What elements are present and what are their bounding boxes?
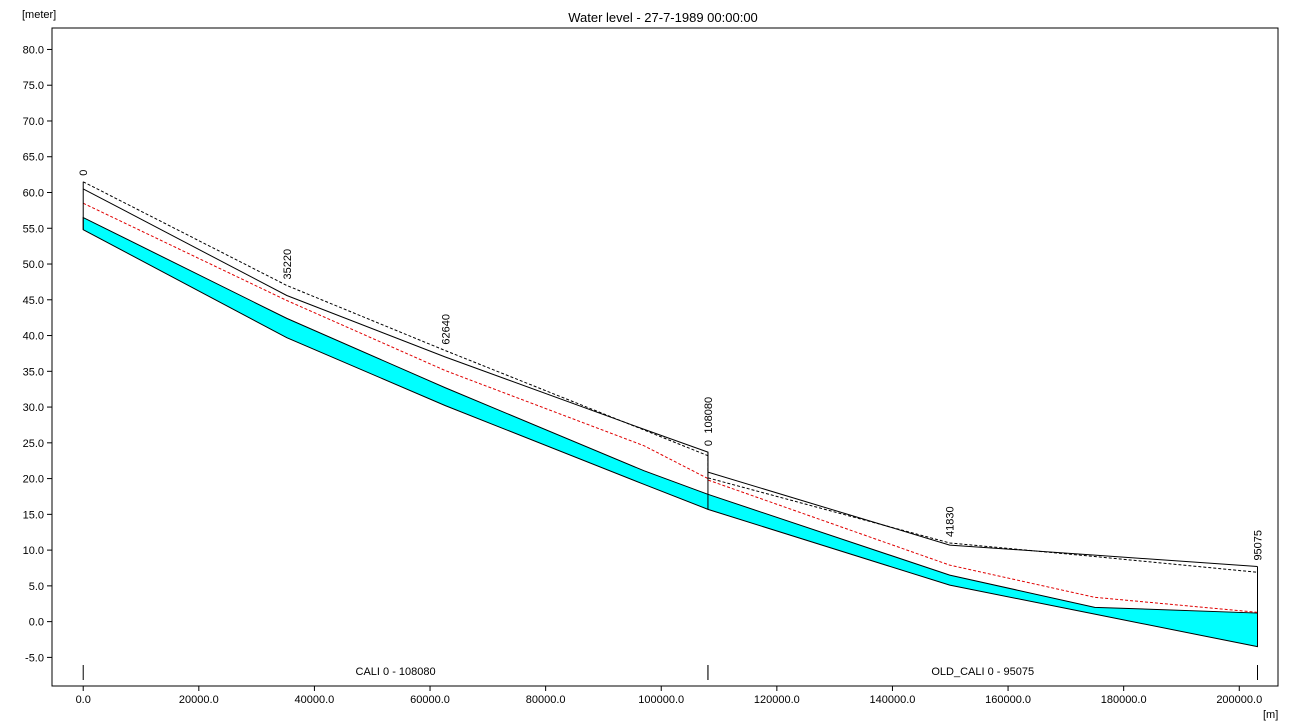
chart-title: Water level - 27-7-1989 00:00:00 — [568, 10, 758, 25]
y-tick-label: 20.0 — [23, 474, 44, 486]
y-tick-label: 5.0 — [29, 581, 44, 593]
x-tick-label: 60000.0 — [410, 694, 450, 706]
x-tick-label: 160000.0 — [985, 694, 1031, 706]
x-tick-label: 20000.0 — [179, 694, 219, 706]
x-tick-label: 200000.0 — [1216, 694, 1262, 706]
branch-label: CALI 0 - 108080 — [356, 666, 436, 678]
x-tick-label: 0.0 — [76, 694, 91, 706]
y-tick-label: -5.0 — [25, 652, 44, 664]
y-tick-label: 75.0 — [23, 80, 44, 92]
y-tick-label: 80.0 — [23, 44, 44, 56]
x-tick-label: 180000.0 — [1101, 694, 1147, 706]
y-tick-label: 50.0 — [23, 259, 44, 271]
x-tick-label: 40000.0 — [295, 694, 335, 706]
y-tick-label: 55.0 — [23, 223, 44, 235]
y-tick-label: 15.0 — [23, 509, 44, 521]
water-line — [82, 202, 1258, 613]
chainage-label: 0 — [703, 440, 715, 446]
y-tick-label: 25.0 — [23, 438, 44, 450]
y-tick-label: 70.0 — [23, 116, 44, 128]
x-tick-label: 100000.0 — [638, 694, 684, 706]
chainage-label: 0 — [78, 170, 90, 176]
y-tick-label: 10.0 — [23, 545, 44, 557]
chainage-label: 41830 — [945, 506, 957, 537]
chainage-label: 62640 — [440, 314, 452, 345]
chainage-label: 108080 — [703, 397, 715, 434]
chainage-label: 35220 — [282, 249, 294, 280]
plot-frame — [51, 27, 1279, 687]
x-tick-label: 120000.0 — [754, 694, 800, 706]
x-tick-label: 140000.0 — [870, 694, 916, 706]
x-axis-unit: [m] — [1263, 709, 1278, 721]
y-tick-label: 65.0 — [23, 152, 44, 164]
y-tick-label: 45.0 — [23, 295, 44, 307]
y-tick-label: 60.0 — [23, 188, 44, 200]
y-tick-label: 40.0 — [23, 331, 44, 343]
y-axis-unit: [meter] — [22, 9, 56, 21]
y-tick-label: 30.0 — [23, 402, 44, 414]
y-tick-label: 0.0 — [29, 617, 44, 629]
x-tick-label: 80000.0 — [526, 694, 566, 706]
branch-label: OLD_CALI 0 - 95075 — [931, 666, 1034, 678]
chainage-label: 95075 — [1253, 530, 1265, 561]
y-tick-label: 35.0 — [23, 366, 44, 378]
